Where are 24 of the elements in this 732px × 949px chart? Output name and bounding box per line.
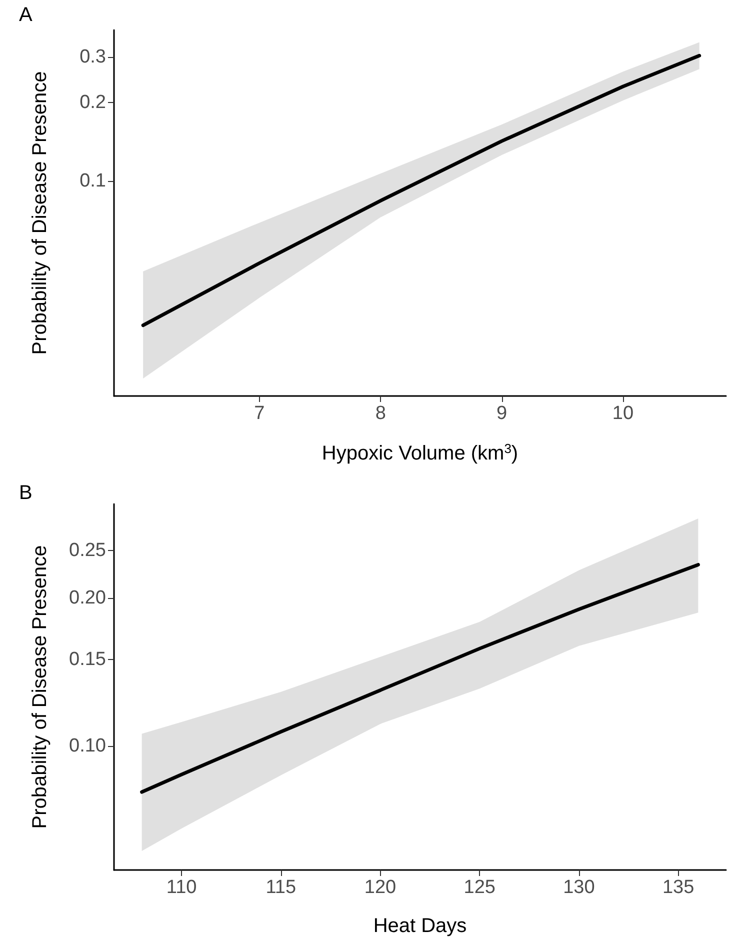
x-tick-label: 9 xyxy=(496,403,508,424)
x-tick-label: 10 xyxy=(612,403,634,424)
y-tick-label: 0.3 xyxy=(80,46,106,68)
y-axis-title: Probability of Disease Presence xyxy=(29,71,51,355)
y-tick-label: 0.15 xyxy=(69,649,106,670)
x-tick-label: 120 xyxy=(364,877,396,898)
y-tick-label: 0.1 xyxy=(80,170,106,192)
y-tick-label: 0.20 xyxy=(69,588,106,609)
x-axis-title: Heat Days xyxy=(373,915,467,937)
y-axis-title: Probability of Disease Presence xyxy=(29,545,51,829)
chart-title: A xyxy=(19,4,33,26)
y-tick-label: 0.25 xyxy=(69,540,106,562)
x-tick-label: 115 xyxy=(266,877,296,898)
x-tick-label: 125 xyxy=(464,877,496,898)
x-tick-label: 130 xyxy=(563,877,595,898)
line-series xyxy=(140,562,700,794)
x-tick-label: 8 xyxy=(375,403,386,424)
x-tick-label: 7 xyxy=(254,403,265,424)
chart-title: B xyxy=(19,482,32,504)
x-tick-label: 135 xyxy=(662,877,694,898)
y-tick-label: 0.2 xyxy=(80,92,106,114)
line-series xyxy=(141,54,702,328)
y-tick-label: 0.10 xyxy=(69,736,106,757)
x-tick-label: 110 xyxy=(166,877,197,898)
